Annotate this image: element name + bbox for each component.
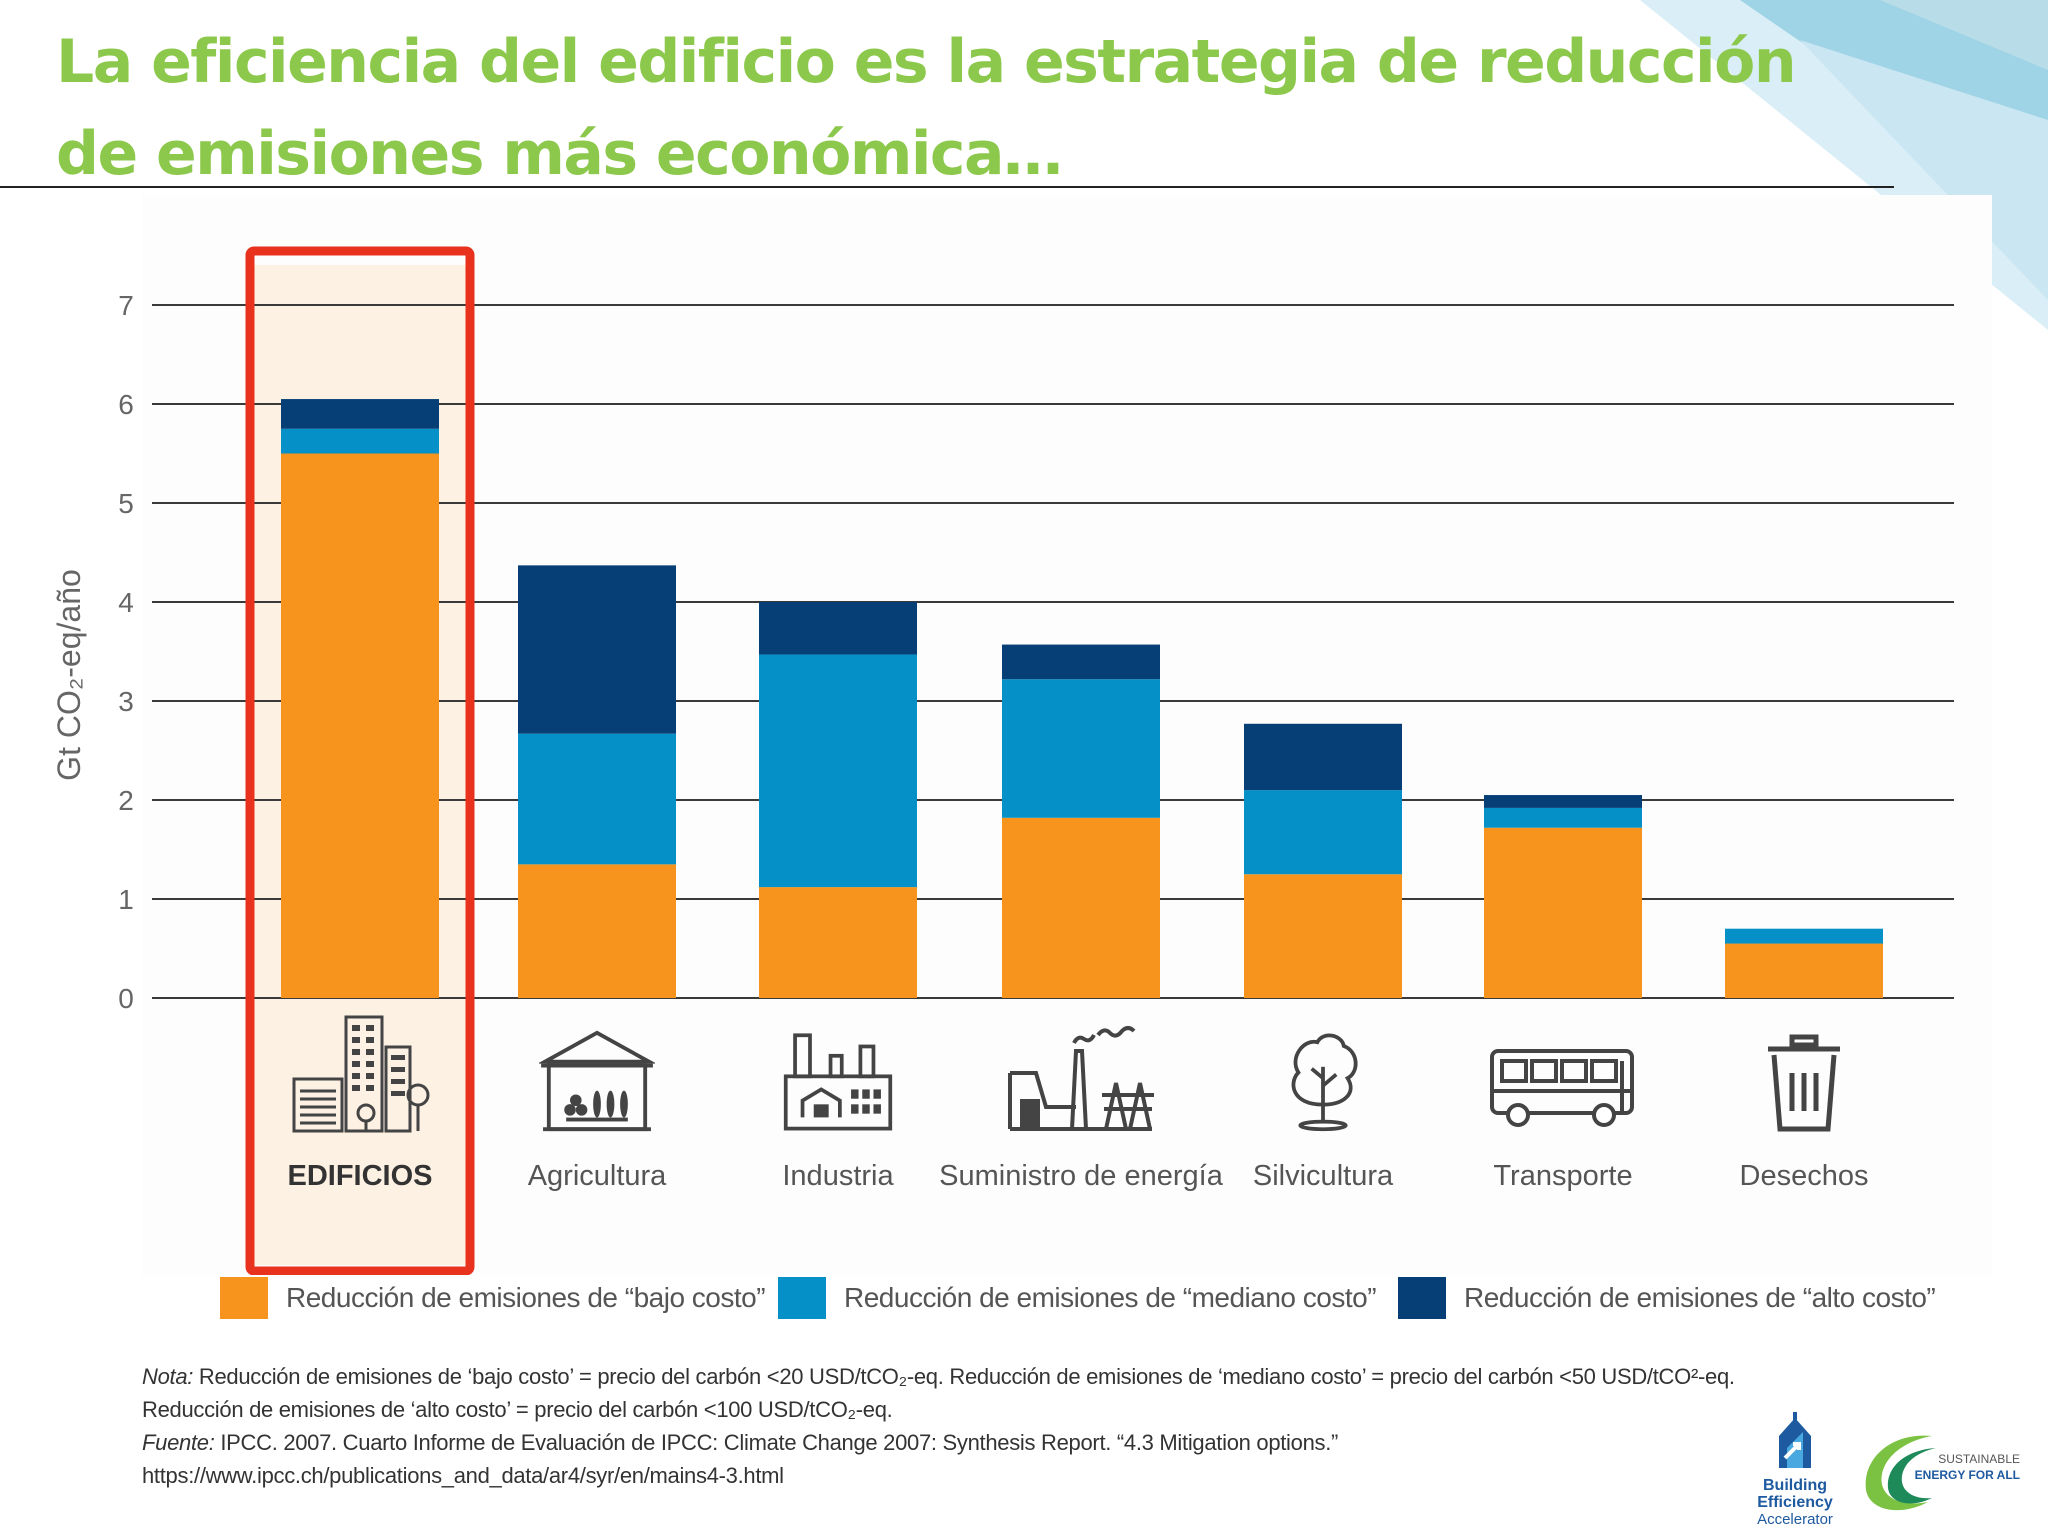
note-text: Reducción de emisiones de ‘bajo costo’ =… <box>193 1364 1735 1389</box>
x-tick-label: Silvicultura <box>1253 1160 1394 1192</box>
y-axis-label: Gt CO₂-eq/año <box>51 569 87 781</box>
bar-segment <box>518 565 676 734</box>
bars <box>281 399 1883 998</box>
highlight-box <box>245 246 475 1275</box>
y-tick-label: 6 <box>118 389 134 420</box>
bar-segment <box>1244 790 1402 875</box>
source-url: https://www.ipcc.ch/publications_and_dat… <box>142 1463 784 1488</box>
bar-segment <box>281 453 439 998</box>
x-tick-label: EDIFICIOS <box>287 1160 432 1192</box>
building-efficiency-accelerator-logo: Building Efficiency Accelerator <box>1736 1410 1854 1530</box>
x-tick-label: Industria <box>782 1160 894 1192</box>
bea-line-1: Building <box>1763 1477 1827 1494</box>
x-tick-label: Transporte <box>1493 1160 1632 1192</box>
y-tick-label: 3 <box>118 686 134 717</box>
bar-segment <box>1725 928 1883 944</box>
bea-line-2: Efficiency <box>1757 1494 1833 1511</box>
x-tick-label: Desechos <box>1740 1160 1869 1192</box>
se4all-swoosh-icon <box>1865 1435 1936 1511</box>
title-divider <box>0 186 1894 188</box>
y-tick-label: 2 <box>118 785 134 816</box>
legend-swatch-medium-cost <box>778 1277 826 1319</box>
bea-building-icon <box>1779 1412 1811 1468</box>
note-line-1: Nota: Reducción de emisiones de ‘bajo co… <box>142 1360 1742 1393</box>
y-tick-label: 0 <box>118 983 134 1014</box>
chart-legend: Reducción de emisiones de “bajo costo” R… <box>220 1276 1936 1320</box>
y-tick-label: 4 <box>118 587 134 618</box>
legend-label-low-cost: Reducción de emisiones de “bajo costo” <box>286 1282 766 1313</box>
y-tick-label: 7 <box>118 290 134 321</box>
note-line-2: Reducción de emisiones de ‘alto costo’ =… <box>142 1397 893 1422</box>
bar-segment <box>1002 644 1160 680</box>
legend-label-medium-cost: Reducción de emisiones de “mediano costo… <box>844 1282 1377 1313</box>
source-label: Fuente: <box>142 1430 215 1455</box>
bar-segment <box>1244 874 1402 998</box>
x-tick-labels: EDIFICIOS Agricultura Industria Suministro … <box>287 1160 1868 1192</box>
stacked-bar-chart: 0 1 2 3 4 5 6 7 EDIFICIOS Agricultura Industria Su… <box>51 195 1992 1275</box>
edificios-highlight-box <box>245 246 475 1275</box>
se4all-line-2: ENERGY FOR ALL <box>1914 1468 2020 1482</box>
x-tick-label: Suministro de energía <box>939 1160 1224 1192</box>
bar-segment <box>1725 943 1883 998</box>
bar-segment <box>1002 679 1160 818</box>
bar-segment <box>759 887 917 998</box>
y-tick-label: 5 <box>118 488 134 519</box>
chart-notes: Nota: Reducción de emisiones de ‘bajo co… <box>142 1360 1742 1492</box>
bar-segment <box>759 602 917 655</box>
legend-item-high-cost: Reducción de emisiones de “alto costo” <box>1398 1276 1936 1320</box>
bar-segment <box>281 399 439 429</box>
bar-segment <box>1484 827 1642 998</box>
slide-title: La eficiencia del edificio es la estrate… <box>56 27 1797 189</box>
source-text: IPCC. 2007. Cuarto Informe de Evaluación… <box>214 1430 1339 1455</box>
bar-segment <box>1484 795 1642 808</box>
legend-item-low-cost: Reducción de emisiones de “bajo costo” <box>220 1276 766 1320</box>
source-line: Fuente: IPCC. 2007. Cuarto Informe de Ev… <box>142 1426 1742 1459</box>
bar-segment <box>518 733 676 865</box>
bea-line-3: Accelerator <box>1757 1511 1833 1528</box>
bar-segment <box>1244 723 1402 791</box>
x-tick-label: Agricultura <box>528 1160 667 1192</box>
legend-item-medium-cost: Reducción de emisiones de “mediano costo… <box>778 1276 1377 1320</box>
bar-segment <box>518 864 676 998</box>
y-tick-label: 1 <box>118 884 134 915</box>
se4all-line-1: SUSTAINABLE <box>1938 1452 2020 1466</box>
legend-swatch-low-cost <box>220 1277 268 1319</box>
bar-segment <box>281 428 439 454</box>
se4all-logo: SUSTAINABLE ENERGY FOR ALL <box>1852 1428 2032 1518</box>
y-tick-labels: 0 1 2 3 4 5 6 7 <box>118 290 134 1014</box>
bar-segment <box>1002 817 1160 998</box>
bar-segment <box>1484 807 1642 828</box>
bar-segment <box>759 654 917 888</box>
legend-swatch-high-cost <box>1398 1277 1446 1319</box>
legend-label-high-cost: Reducción de emisiones de “alto costo” <box>1464 1282 1936 1313</box>
note-label: Nota: <box>142 1364 194 1389</box>
